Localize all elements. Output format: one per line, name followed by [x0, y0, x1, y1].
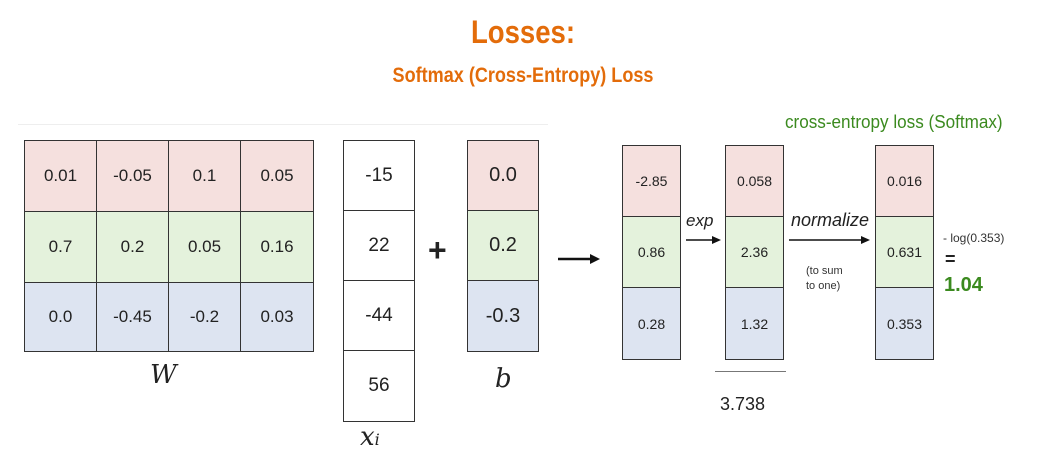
prob-cell: 0.353 [876, 288, 933, 359]
x-cell: -44 [344, 281, 414, 351]
x-label: xi [360, 422, 380, 452]
b-cell: 0.2 [468, 211, 538, 281]
w-cell: 0.01 [25, 141, 97, 212]
weight-matrix: 0.01 -0.05 0.1 0.05 0.7 0.2 0.05 0.16 0.… [24, 140, 314, 352]
exp-cell: 0.058 [726, 146, 783, 217]
divider-line [18, 124, 548, 125]
input-vector: -15 22 -44 56 [343, 140, 415, 422]
w-cell: -0.2 [169, 283, 241, 351]
slide-title: Losses: [470, 14, 576, 50]
w-cell: -0.45 [97, 283, 169, 351]
w-cell: 0.0 [25, 283, 97, 351]
normalize-note-line: to one) [806, 280, 841, 292]
x-label-main: x [360, 422, 375, 452]
bias-vector: 0.0 0.2 -0.3 [467, 140, 539, 352]
x-label-sub: i [374, 430, 380, 449]
w-cell: 0.2 [97, 212, 169, 283]
normalize-note: (to sum to one) [806, 264, 843, 294]
normalize-note-line: (to sum [806, 265, 843, 277]
w-cell: 0.7 [25, 212, 97, 283]
x-cell: 22 [344, 211, 414, 281]
sum-underline [715, 371, 786, 372]
probabilities-vector: 0.016 0.631 0.353 [875, 145, 934, 360]
exp-arrow-icon [686, 236, 721, 244]
normalize-label: normalize [791, 210, 870, 230]
slide-subtitle: Softmax (Cross-Entropy) Loss [392, 64, 654, 87]
score-cell: -2.85 [623, 146, 680, 217]
w-cell: 0.16 [241, 212, 313, 283]
prob-cell: 0.631 [876, 217, 933, 288]
b-cell: -0.3 [468, 281, 538, 351]
exp-cell: 1.32 [726, 288, 783, 359]
exp-sum: 3.738 [720, 394, 766, 414]
w-label: W [150, 360, 177, 390]
w-cell: 0.05 [169, 212, 241, 283]
loss-value: 1.04 [944, 274, 983, 296]
plus-sign: + [428, 232, 447, 268]
b-label: b [495, 364, 512, 394]
x-cell: -15 [344, 141, 414, 211]
x-cell: 56 [368, 375, 390, 396]
w-cell: -0.05 [97, 141, 169, 212]
loss-expression: - log(0.353) [943, 231, 1005, 245]
score-cell: 0.28 [623, 288, 680, 359]
exp-cell: 2.36 [726, 217, 783, 288]
prob-cell: 0.016 [876, 146, 933, 217]
w-cell: 0.03 [241, 283, 313, 351]
equals-sign: = [945, 249, 956, 269]
normalize-arrow-icon [789, 236, 870, 244]
scores-vector: -2.85 0.86 0.28 [622, 145, 681, 360]
exp-vector: 0.058 2.36 1.32 [725, 145, 784, 360]
w-cell: 0.05 [241, 141, 313, 212]
score-cell: 0.86 [623, 217, 680, 288]
w-cell: 0.1 [169, 141, 241, 212]
exp-label: exp [686, 211, 714, 230]
loss-title: cross-entropy loss (Softmax) [785, 112, 1003, 132]
right-arrow-icon [558, 254, 600, 264]
b-cell: 0.0 [468, 141, 538, 211]
